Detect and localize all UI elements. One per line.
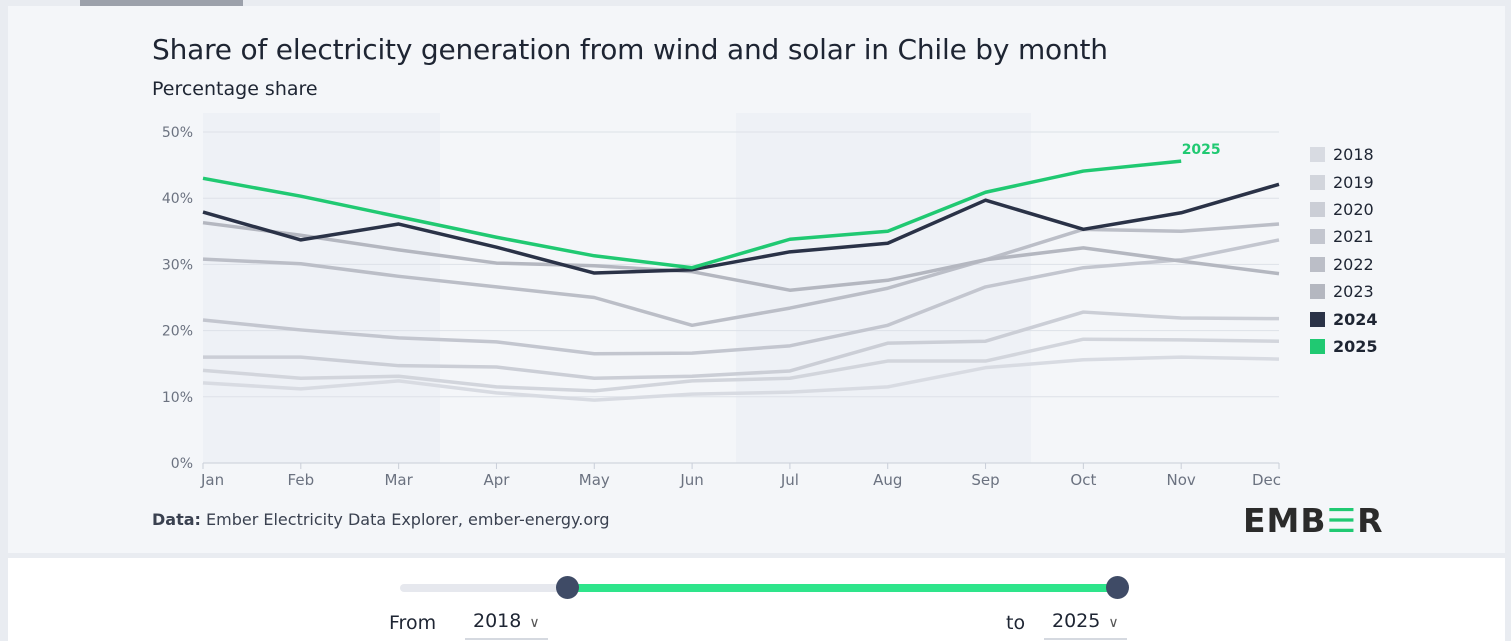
legend-swatch: [1310, 284, 1325, 300]
x-tick-label: Jan: [200, 471, 224, 489]
slider-handle-from[interactable]: [556, 576, 579, 599]
legend-item-2018[interactable]: 2018: [1310, 141, 1378, 168]
from-year-value: 2018: [473, 610, 522, 632]
series-line-2019: [202, 337, 1280, 393]
legend-item-2020[interactable]: 2020: [1310, 196, 1378, 223]
to-year-select[interactable]: 2025 ∨: [1044, 608, 1127, 640]
slider-handle-to[interactable]: [1106, 576, 1129, 599]
legend-item-2025[interactable]: 2025: [1310, 333, 1378, 360]
legend-item-2023[interactable]: 2023: [1310, 278, 1378, 305]
y-tick-label: 30%: [162, 257, 193, 273]
y-tick-label: 20%: [162, 324, 193, 340]
to-label: to: [1006, 612, 1026, 634]
legend: 2018 2019 2020 2021 2022 2023 2024 2025: [1310, 141, 1378, 360]
chevron-down-icon: ∨: [1108, 615, 1119, 631]
x-tick-label: Nov: [1167, 471, 1196, 489]
legend-swatch: [1310, 311, 1325, 327]
x-tick-label: Jun: [679, 471, 703, 489]
legend-label: 2021: [1333, 227, 1374, 247]
y-tick-label: 40%: [162, 191, 193, 207]
chart-title: Share of electricity generation from win…: [152, 33, 1108, 66]
legend-label: 2019: [1333, 172, 1374, 192]
y-tick-label: 10%: [162, 390, 193, 406]
legend-swatch: [1310, 256, 1325, 272]
ember-logo: EMB☰R: [1243, 501, 1384, 540]
shaded-band: [203, 113, 440, 463]
x-tick-label: Sep: [971, 471, 999, 489]
source-text: Ember Electricity Data Explorer, ember-e…: [206, 510, 610, 529]
legend-item-2021[interactable]: 2021: [1310, 223, 1378, 250]
x-tick-label: Feb: [288, 471, 315, 489]
from-label: From: [389, 612, 437, 634]
legend-item-2024[interactable]: 2024: [1310, 305, 1378, 332]
legend-item-2019[interactable]: 2019: [1310, 168, 1378, 195]
slider-selected-range: [567, 584, 1117, 592]
source-note: Data: Ember Electricity Data Explorer, e…: [152, 510, 610, 529]
y-tick-label: 0%: [171, 456, 193, 472]
legend-label: 2024: [1333, 309, 1378, 329]
legend-label: 2018: [1333, 145, 1374, 165]
series-line-2020: [203, 310, 1280, 381]
y-tick-label: 50%: [162, 125, 193, 141]
legend-label: 2020: [1333, 199, 1374, 219]
from-year-select[interactable]: 2018 ∨: [465, 608, 548, 640]
chart-subtitle: Percentage share: [152, 78, 318, 100]
x-tick-label: Apr: [483, 471, 510, 489]
legend-swatch: [1310, 201, 1325, 217]
legend-swatch: [1310, 338, 1325, 354]
legend-swatch: [1310, 174, 1325, 190]
series-line-2022: [202, 222, 1280, 328]
legend-label: 2025: [1333, 336, 1378, 356]
legend-swatch: [1310, 147, 1325, 163]
to-year-value: 2025: [1052, 610, 1101, 632]
series-line-2024: [202, 182, 1280, 275]
series-end-label: 2025: [1182, 142, 1221, 158]
series-line-2023: [202, 220, 1280, 292]
legend-label: 2022: [1333, 254, 1374, 274]
x-tick-label: May: [579, 471, 610, 489]
legend-label: 2023: [1333, 282, 1374, 302]
legend-swatch: [1310, 229, 1325, 245]
controls-panel: [8, 558, 1505, 641]
series-line-2021: [202, 238, 1280, 356]
x-tick-label: Dec: [1252, 471, 1281, 489]
chevron-down-icon: ∨: [529, 615, 540, 631]
source-label: Data:: [152, 510, 201, 529]
legend-item-2022[interactable]: 2022: [1310, 251, 1378, 278]
x-tick-label: Jul: [780, 471, 799, 489]
x-tick-label: Mar: [384, 471, 413, 489]
series-line-2025: [202, 159, 1182, 270]
x-tick-label: Aug: [873, 471, 902, 489]
series-line-2018: [202, 355, 1280, 402]
x-tick-label: Oct: [1070, 471, 1096, 489]
